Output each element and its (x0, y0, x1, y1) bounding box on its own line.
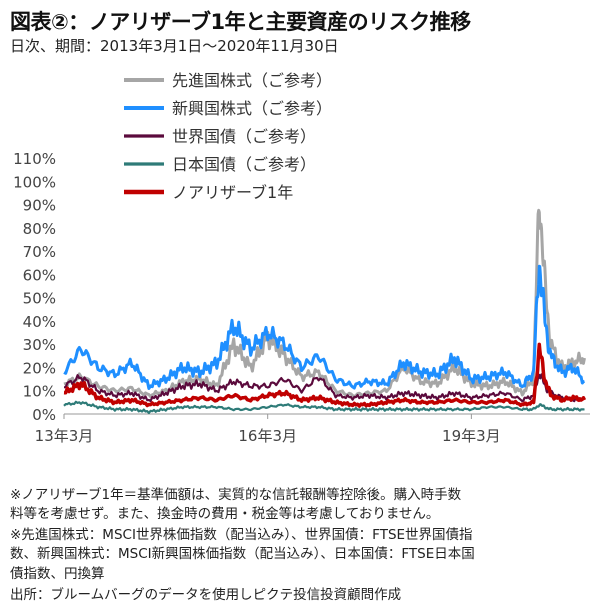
legend-label: 世界国債（ご参考） (172, 127, 316, 146)
legend-label: 日本国債（ご参考） (172, 155, 316, 174)
chart-subtitle: 日次、期間：2013年3月1日～2020年11月30日 (10, 37, 339, 55)
y-tick-label: 40% (23, 313, 56, 331)
y-tick-label: 60% (23, 266, 56, 284)
x-tick-label: 19年3月 (442, 427, 501, 445)
footnote-line-2: 料等を考慮せず。また、換金時の費用・税金等は考慮しておりません。 (10, 506, 440, 522)
y-tick-label: 10% (23, 383, 56, 401)
x-tick-label: 16年3月 (238, 427, 297, 445)
footnote-line-1: ※ノアリザーブ1年＝基準価額は、実質的な信託報酬等控除後。購入時手数 (10, 487, 462, 503)
legend-label: 新興国株式（ご参考） (172, 99, 332, 118)
y-tick-label: 80% (23, 220, 56, 238)
series-line (63, 342, 587, 408)
y-tick-label: 70% (23, 243, 56, 261)
y-tick-label: 50% (23, 290, 56, 308)
chart-title: 図表②：ノアリザーブ1年と主要資産のリスク推移 (10, 10, 471, 34)
source-line: 出所：ブルームバーグのデータを使用しピクテ投信投資顧問作成 (10, 587, 402, 603)
series-line (63, 208, 586, 399)
footnote-line-3: ※先進国株式：MSCI世界株価指数（配当込み）、世界国債：FTSE世界国債指 (10, 527, 473, 543)
risk-line-chart: 0% 10% 20% 30% 40% 50% 60% 70% 80% 90% 100% 110% 13年… (13, 71, 590, 445)
footnote-line-4: 数、新興国株式：MSCI新興国株価指数（配当込み）、日本国債：FTSE日本国 (10, 546, 475, 562)
series-line (63, 400, 585, 415)
footnote-line-5: 債指数、円換算 (10, 566, 105, 582)
y-tick-label: 30% (23, 336, 56, 354)
y-tick-label: 100% (13, 173, 56, 191)
y-tick-label: 110% (13, 150, 56, 168)
legend-label: ノアリザーブ1年 (172, 183, 293, 202)
series-line (63, 264, 585, 390)
legend-label: 先進国株式（ご参考） (172, 71, 332, 90)
y-tick-label: 90% (23, 197, 56, 215)
y-tick-label: 0% (32, 406, 56, 424)
x-tick-label: 13年3月 (35, 427, 94, 445)
y-tick-label: 20% (23, 359, 56, 377)
